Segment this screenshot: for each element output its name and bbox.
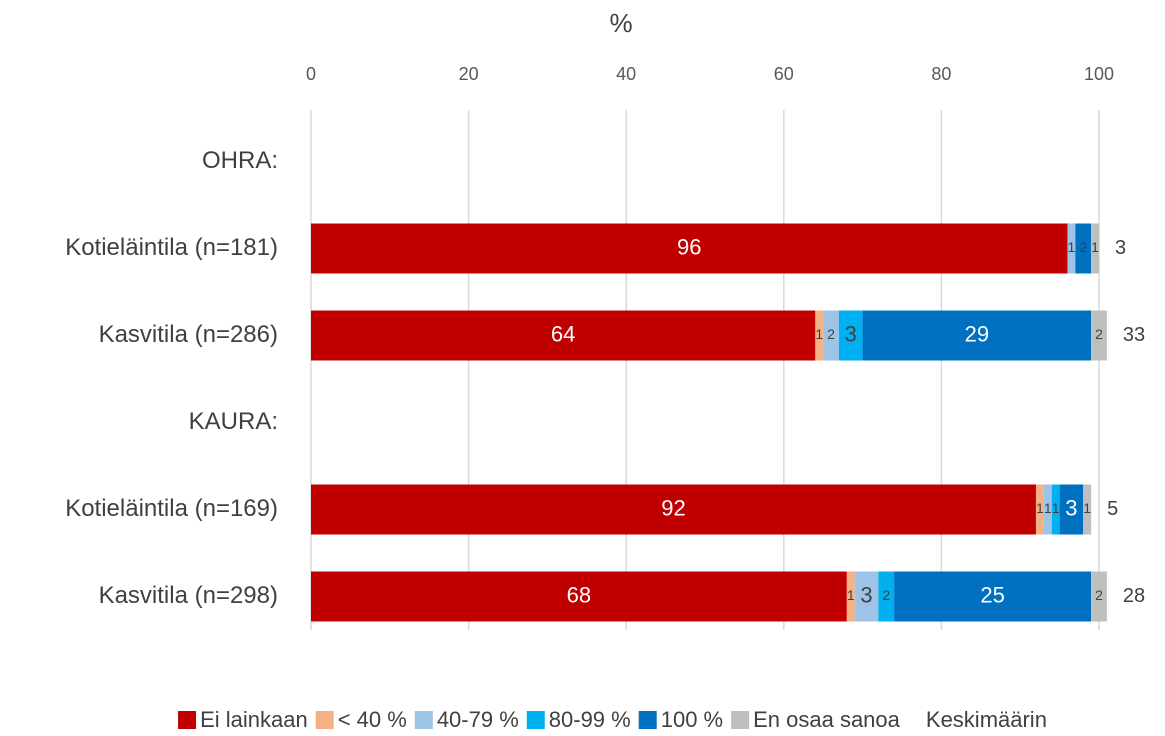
- x-tick-label: 20: [459, 64, 479, 84]
- legend-item: Keskimäärin: [926, 707, 1047, 732]
- bar-segment: [311, 484, 1036, 535]
- data-label: 1: [1044, 500, 1052, 516]
- data-label: 2: [1079, 239, 1087, 255]
- y-tick-label: Kasvitila (n=298): [99, 582, 278, 609]
- legend-swatch: [526, 711, 545, 729]
- legend-swatch: [315, 711, 334, 729]
- data-label: 29: [965, 321, 989, 346]
- average-label: 33: [1123, 324, 1145, 346]
- data-label: 64: [551, 321, 575, 346]
- x-tick-label: 80: [931, 64, 951, 84]
- bar-segment: [1075, 223, 1092, 274]
- bar-segment: [823, 310, 839, 361]
- data-label: 96: [677, 234, 701, 259]
- bar-segment: [311, 223, 1068, 274]
- axis-title: %: [609, 8, 632, 38]
- legend-item: 80-99 %: [526, 707, 631, 732]
- legend-label: 80-99 %: [549, 707, 631, 732]
- bar-segment: [854, 571, 879, 622]
- x-tick-label: 0: [306, 64, 316, 84]
- bar-segment: [1051, 484, 1060, 535]
- bar-segment: [311, 571, 847, 622]
- legend-swatch: [731, 711, 750, 729]
- legend-item: < 40 %: [315, 707, 407, 732]
- bar-segment: [1091, 223, 1099, 274]
- legend-label: 100 %: [661, 707, 723, 732]
- bar-segment: [1043, 484, 1052, 535]
- data-label: 1: [1036, 500, 1044, 516]
- legend-item: Ei lainkaan: [178, 707, 308, 732]
- bar-segment: [311, 310, 816, 361]
- x-tick-label: 40: [616, 64, 636, 84]
- data-label: 1: [1083, 500, 1091, 516]
- y-tick-label: Kasvitila (n=286): [99, 321, 278, 348]
- legend-label: Keskimäärin: [926, 707, 1047, 732]
- data-label: 2: [827, 326, 835, 342]
- legend-item: 100 %: [638, 707, 723, 732]
- bar-segment: [894, 571, 1092, 622]
- average-label: 28: [1123, 585, 1145, 607]
- data-label: 1: [847, 587, 855, 603]
- bar-segment: [846, 571, 855, 622]
- legend-label: 40-79 %: [437, 707, 519, 732]
- data-label: 68: [567, 582, 591, 607]
- legend-label: Ei lainkaan: [200, 707, 308, 732]
- y-tick-label: Kotieläintila (n=181): [65, 234, 278, 261]
- bar-segment: [1091, 571, 1107, 622]
- data-label: 3: [1065, 495, 1077, 520]
- data-label: 1: [1091, 239, 1099, 255]
- bar-segment: [878, 571, 895, 622]
- data-label: 2: [1095, 587, 1103, 603]
- y-tick-label: OHRA:: [202, 147, 278, 174]
- data-label: 1: [1068, 239, 1076, 255]
- x-tick-label: 100: [1084, 64, 1114, 84]
- bar-segment: [1067, 223, 1076, 274]
- legend-label: En osaa sanoa: [753, 707, 901, 732]
- bar-segment: [1059, 484, 1084, 535]
- average-label: 3: [1115, 237, 1126, 259]
- data-label: 2: [882, 587, 890, 603]
- bar-segment: [1091, 310, 1107, 361]
- bar-segment: [1083, 484, 1092, 535]
- data-label: 3: [860, 582, 872, 607]
- legend: Ei lainkaan < 40 % 40-79 % 80-99 % 100 % En o…: [178, 707, 1047, 732]
- bar-segment: [862, 310, 1092, 361]
- bar-segment: [838, 310, 863, 361]
- bar-segment: [1035, 484, 1044, 535]
- data-label: 92: [661, 495, 685, 520]
- legend-swatch: [638, 711, 657, 729]
- legend-swatch: [178, 711, 197, 729]
- legend-label: < 40 %: [338, 707, 407, 732]
- x-tick-label: 60: [774, 64, 794, 84]
- y-tick-label: KAURA:: [189, 408, 278, 435]
- data-label: 1: [815, 326, 823, 342]
- data-label: 3: [845, 321, 857, 346]
- data-label: 2: [1095, 326, 1103, 342]
- legend-item: 40-79 %: [414, 707, 519, 732]
- data-label: 25: [980, 582, 1004, 607]
- y-tick-label: Kotieläintila (n=169): [65, 495, 278, 522]
- bar-segment: [815, 310, 824, 361]
- legend-swatch: [414, 711, 433, 729]
- legend-item: En osaa sanoa: [731, 707, 901, 732]
- data-label: 1: [1052, 500, 1060, 516]
- average-label: 5: [1107, 498, 1118, 520]
